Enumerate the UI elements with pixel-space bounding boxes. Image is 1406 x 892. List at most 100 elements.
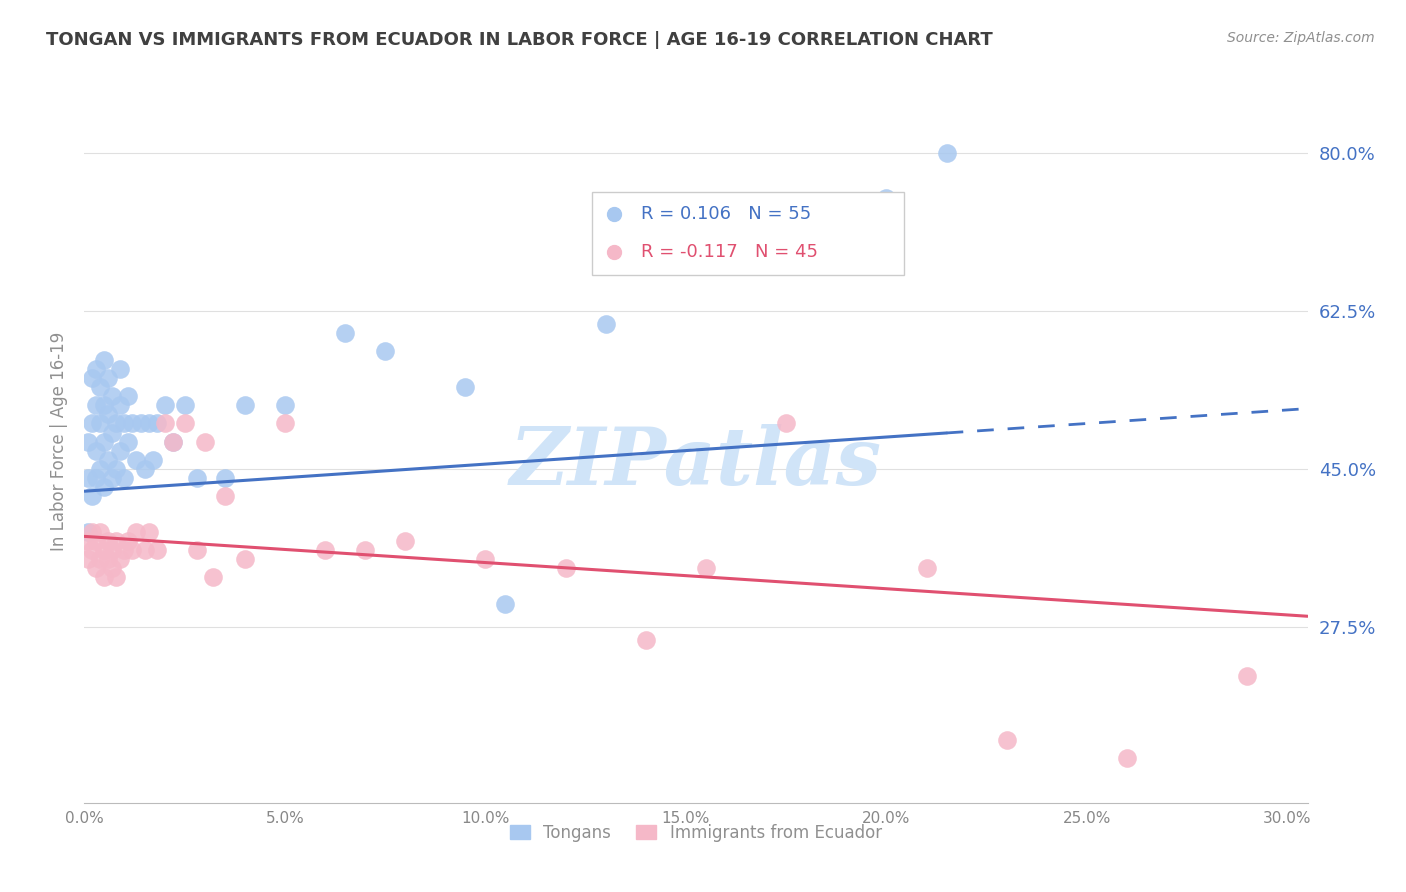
Point xyxy=(110,443,132,458)
Point xyxy=(374,344,396,359)
Point xyxy=(141,452,163,467)
Point xyxy=(794,253,817,268)
Point xyxy=(129,417,152,431)
Point xyxy=(110,362,132,376)
Point xyxy=(117,389,139,403)
Point xyxy=(1116,750,1139,764)
Point xyxy=(93,480,115,494)
Point xyxy=(97,452,120,467)
Point xyxy=(101,389,124,403)
Text: Source: ZipAtlas.com: Source: ZipAtlas.com xyxy=(1227,31,1375,45)
FancyBboxPatch shape xyxy=(592,193,904,276)
Point xyxy=(89,461,111,475)
Point xyxy=(125,452,148,467)
Point xyxy=(77,524,100,539)
Point xyxy=(89,524,111,539)
Point xyxy=(110,552,132,566)
Point xyxy=(454,380,477,394)
Point xyxy=(354,542,377,557)
Point xyxy=(77,434,100,449)
Point xyxy=(162,434,184,449)
Text: TONGAN VS IMMIGRANTS FROM ECUADOR IN LABOR FORCE | AGE 16-19 CORRELATION CHART: TONGAN VS IMMIGRANTS FROM ECUADOR IN LAB… xyxy=(46,31,993,49)
Point xyxy=(935,145,957,160)
Point xyxy=(173,398,195,412)
Point xyxy=(117,434,139,449)
Point xyxy=(86,398,108,412)
Point xyxy=(162,434,184,449)
Point xyxy=(125,524,148,539)
Point xyxy=(915,561,938,575)
Point xyxy=(201,570,224,584)
Point xyxy=(97,552,120,566)
Point xyxy=(554,561,576,575)
Point xyxy=(82,489,104,503)
Point xyxy=(82,371,104,385)
Point xyxy=(86,443,108,458)
Point xyxy=(101,425,124,440)
Point xyxy=(89,417,111,431)
Point xyxy=(138,417,160,431)
Point xyxy=(233,552,256,566)
Point xyxy=(82,417,104,431)
Point xyxy=(86,471,108,485)
Point xyxy=(333,326,356,341)
Point xyxy=(86,533,108,548)
Point xyxy=(194,434,217,449)
Point xyxy=(97,533,120,548)
Point xyxy=(82,542,104,557)
Point xyxy=(145,542,167,557)
Point xyxy=(134,542,156,557)
Point xyxy=(89,552,111,566)
Point xyxy=(110,398,132,412)
Point xyxy=(214,489,236,503)
Point xyxy=(875,191,897,205)
Point xyxy=(233,398,256,412)
Text: R = 0.106   N = 55: R = 0.106 N = 55 xyxy=(641,205,811,223)
Point xyxy=(474,552,496,566)
Point xyxy=(121,417,143,431)
Point xyxy=(97,371,120,385)
Point xyxy=(274,398,297,412)
Point xyxy=(634,633,657,648)
Legend: Tongans, Immigrants from Ecuador: Tongans, Immigrants from Ecuador xyxy=(503,817,889,848)
Point xyxy=(77,533,100,548)
Point xyxy=(86,561,108,575)
Point xyxy=(138,524,160,539)
Point xyxy=(153,417,176,431)
Point xyxy=(105,417,128,431)
Point xyxy=(186,542,208,557)
Point xyxy=(1236,669,1258,683)
Point xyxy=(775,417,797,431)
Point xyxy=(695,218,717,232)
Point xyxy=(93,434,115,449)
Y-axis label: In Labor Force | Age 16-19: In Labor Force | Age 16-19 xyxy=(51,332,69,551)
Point xyxy=(495,597,517,611)
Point xyxy=(314,542,336,557)
Point xyxy=(93,353,115,368)
Point xyxy=(101,542,124,557)
Point xyxy=(134,461,156,475)
Point xyxy=(595,317,617,331)
Point xyxy=(101,471,124,485)
Point xyxy=(394,533,416,548)
Point xyxy=(173,417,195,431)
Point xyxy=(93,542,115,557)
Point xyxy=(101,561,124,575)
Point xyxy=(114,471,136,485)
Point xyxy=(995,732,1018,747)
Point xyxy=(214,471,236,485)
Point xyxy=(89,380,111,394)
Point xyxy=(105,461,128,475)
Point xyxy=(77,552,100,566)
Point xyxy=(274,417,297,431)
Point xyxy=(114,417,136,431)
Point xyxy=(114,542,136,557)
Point xyxy=(93,398,115,412)
Point xyxy=(93,570,115,584)
Point xyxy=(153,398,176,412)
Point xyxy=(121,542,143,557)
Point xyxy=(77,471,100,485)
Point xyxy=(82,524,104,539)
Point xyxy=(145,417,167,431)
Point xyxy=(186,471,208,485)
